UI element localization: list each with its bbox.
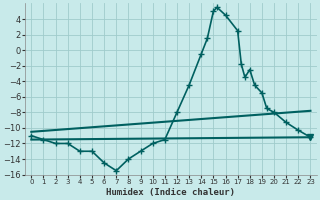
X-axis label: Humidex (Indice chaleur): Humidex (Indice chaleur)	[106, 188, 236, 197]
